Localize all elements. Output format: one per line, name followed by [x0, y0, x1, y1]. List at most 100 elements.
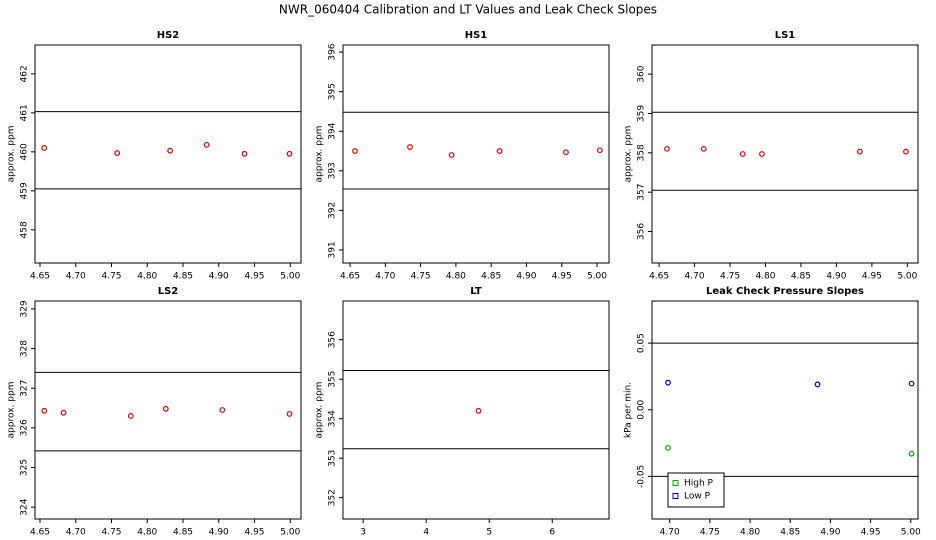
y-tick-label: 324	[20, 498, 30, 515]
legend-swatch	[672, 480, 679, 486]
x-tick-label: 4.95	[244, 528, 264, 538]
point	[60, 409, 67, 416]
y-tick-label: 392	[328, 202, 338, 219]
plot-frame	[651, 44, 919, 264]
x-tick-label: 4.75	[101, 272, 121, 282]
plot-frame	[342, 44, 610, 264]
point	[167, 147, 174, 154]
x-tick-label: 6	[549, 528, 555, 538]
page-title: NWR_060404 Calibration and LT Values and…	[279, 3, 657, 17]
y-tick-label: 328	[20, 340, 30, 357]
y-tick-label: 353	[328, 450, 338, 467]
x-tick-label: 4.80	[740, 528, 760, 538]
point	[41, 145, 48, 151]
x-tick-label: 4.75	[700, 528, 720, 538]
y-tick-label: 325	[20, 459, 30, 476]
panel-title: LS2	[158, 286, 179, 297]
y-tick-label: 326	[20, 419, 30, 436]
x-tick-label: 5	[486, 528, 492, 538]
y-tick-label: 393	[328, 162, 338, 179]
x-tick-label: 5.00	[587, 272, 607, 282]
x-tick-label: 4.65	[30, 272, 50, 282]
plot-frame	[34, 44, 302, 264]
y-axis-label: approx. ppm	[7, 126, 17, 183]
panel-title: HS1	[465, 30, 488, 41]
y-tick-label: 460	[20, 143, 30, 160]
point	[665, 444, 671, 451]
x-tick-label: 4.95	[862, 272, 882, 282]
legend-swatch	[672, 493, 679, 499]
x-tick-label: 4.95	[244, 272, 264, 282]
x-tick-label: 4.85	[481, 272, 501, 282]
y-tick-label: 359	[637, 105, 647, 122]
x-tick-label: 4.80	[446, 272, 466, 282]
point	[814, 381, 821, 388]
y-axis-label: approx. ppm	[315, 126, 325, 183]
point	[475, 407, 482, 414]
y-tick-label: 396	[328, 43, 338, 60]
x-tick-label: 4.90	[209, 528, 229, 538]
x-tick-label: 3	[360, 528, 366, 538]
point	[739, 151, 746, 157]
y-tick-label: 391	[328, 241, 338, 258]
y-tick-label: 358	[637, 144, 647, 161]
point	[352, 148, 358, 154]
y-tick-label: 354	[328, 410, 338, 427]
x-tick-label: 4.90	[820, 528, 840, 538]
x-tick-label: 4.70	[375, 272, 395, 282]
point	[563, 149, 569, 156]
x-tick-label: 4.85	[173, 272, 193, 282]
y-tick-label: 461	[20, 104, 30, 121]
panel-title: LT	[470, 286, 482, 297]
y-tick-label: 462	[20, 65, 30, 82]
point	[908, 380, 915, 387]
x-tick-label: 4.70	[66, 272, 86, 282]
y-tick-label: 329	[20, 300, 30, 317]
point	[663, 145, 670, 152]
panel-title: LS1	[775, 30, 796, 41]
x-tick-label: 4.70	[660, 528, 680, 538]
point	[241, 150, 248, 157]
y-tick-label: 395	[328, 83, 338, 100]
point	[114, 150, 121, 156]
x-tick-label: 4.65	[649, 272, 669, 282]
y-tick-label: 458	[20, 221, 30, 238]
x-tick-label: 4.90	[826, 272, 846, 282]
x-tick-label: 4.65	[30, 528, 50, 538]
x-tick-label: 5.00	[901, 528, 921, 538]
point	[856, 148, 863, 155]
x-tick-label: 4.70	[685, 272, 705, 282]
x-tick-label: 4.85	[173, 528, 193, 538]
y-tick-label: 459	[20, 182, 30, 199]
y-tick-label: -0.05	[637, 465, 647, 488]
x-tick-label: 4.80	[137, 272, 157, 282]
point	[127, 413, 134, 419]
y-tick-label: 327	[20, 380, 30, 397]
point	[908, 450, 915, 457]
x-tick-label: 4.65	[340, 272, 360, 282]
y-tick-label: 356	[637, 223, 647, 240]
x-tick-label: 4.75	[101, 528, 121, 538]
y-tick-label: 356	[328, 331, 338, 348]
x-tick-label: 4.90	[516, 272, 536, 282]
y-tick-label: 0.05	[637, 333, 647, 353]
point	[665, 379, 671, 386]
legend-label: Low P	[684, 492, 711, 502]
point	[286, 411, 293, 417]
x-tick-label: 4.90	[209, 272, 229, 282]
y-tick-label: 360	[637, 65, 647, 82]
x-tick-label: 4.70	[66, 528, 86, 538]
point	[162, 405, 169, 412]
legend-box	[667, 472, 725, 508]
panel-title: HS2	[157, 30, 180, 41]
point	[448, 152, 455, 158]
point	[700, 145, 707, 152]
y-tick-label: 357	[637, 184, 647, 201]
point	[596, 147, 603, 154]
point	[41, 407, 48, 414]
x-tick-label: 5.00	[280, 528, 300, 538]
y-axis-label: kPa per min.	[624, 382, 634, 438]
point	[759, 151, 765, 157]
x-tick-label: 4.95	[552, 272, 572, 282]
